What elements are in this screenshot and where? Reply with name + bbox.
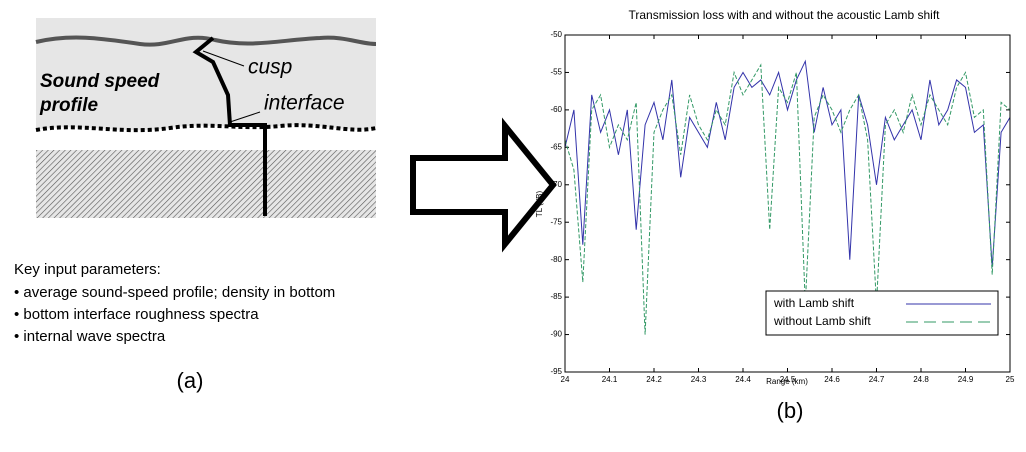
arrow — [410, 117, 557, 253]
cusp-label: cusp — [248, 56, 292, 79]
y-tick-label: -50 — [550, 30, 562, 39]
sea-surface — [35, 35, 377, 47]
interface-pointer — [229, 111, 261, 123]
interface-line — [35, 123, 377, 133]
x-tick-label: 24.5 — [780, 375, 796, 384]
plot-frame — [564, 34, 1011, 373]
profile-line — [192, 36, 267, 216]
x-tick-label: 24.2 — [646, 375, 662, 384]
y-axis-label: TL (dB) — [535, 190, 544, 217]
x-tick-label: 24.9 — [958, 375, 974, 384]
y-tick-label: -90 — [550, 330, 562, 339]
x-tick-label: 24.4 — [735, 375, 751, 384]
x-tick-label: 24.7 — [869, 375, 885, 384]
x-axis-label: Range (km) — [766, 377, 808, 386]
profile-label: profile — [39, 95, 98, 116]
y-tick-label: -70 — [550, 180, 562, 189]
y-tick-label: -65 — [550, 142, 562, 151]
caption: (a) — [177, 368, 204, 393]
legend-label: with Lamb shift — [773, 296, 855, 310]
parameter-item: • internal wave spectra — [14, 328, 166, 345]
x-tick-label: 25 — [1006, 375, 1015, 384]
profile-label: Sound speed — [40, 71, 160, 92]
x-tick-label: 24 — [561, 375, 570, 384]
interface-label: interface — [264, 92, 345, 115]
y-tick-label: -85 — [550, 292, 562, 301]
chart-title: Transmission loss with and without the a… — [628, 8, 940, 22]
cusp-pointer — [202, 50, 245, 67]
data-line — [564, 59, 1011, 268]
y-tick-label: -80 — [550, 255, 562, 264]
caption: (b) — [777, 398, 804, 423]
y-tick-label: -60 — [550, 105, 562, 114]
y-tick-label: -55 — [550, 68, 562, 77]
x-tick-label: 24.6 — [824, 375, 840, 384]
data-line — [564, 63, 1011, 335]
y-tick-label: -95 — [550, 367, 562, 376]
x-tick-label: 24.8 — [913, 375, 929, 384]
x-tick-label: 24.1 — [602, 375, 618, 384]
legend-box — [765, 290, 999, 336]
parameter-item: • average sound-speed profile; density i… — [14, 284, 335, 301]
parameters-heading: Key input parameters: — [14, 261, 161, 278]
legend-label: without Lamb shift — [773, 314, 871, 328]
seabed — [36, 150, 376, 218]
x-tick-label: 24.3 — [691, 375, 707, 384]
y-tick-label: -75 — [550, 217, 562, 226]
parameter-item: • bottom interface roughness spectra — [14, 306, 259, 323]
